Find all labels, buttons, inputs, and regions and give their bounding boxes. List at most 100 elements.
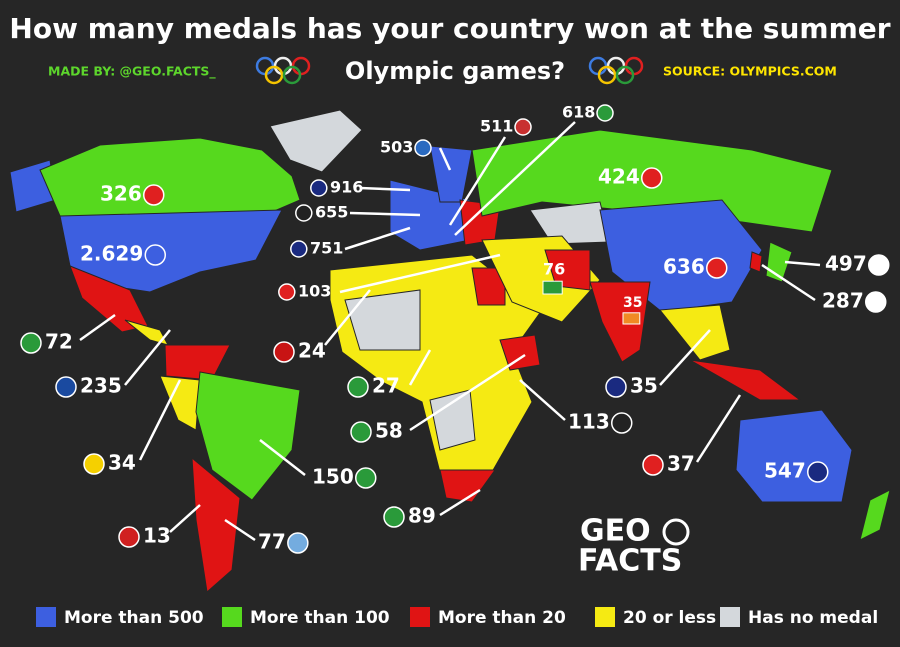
flag [414, 139, 432, 157]
country-value: 916 [330, 178, 363, 197]
legend-swatch [595, 607, 615, 627]
made-by: MADE BY: @GEO.FACTS_ [48, 64, 216, 80]
country-region [471, 267, 506, 306]
logo-facts: FACTS [578, 544, 682, 579]
country-value: 497 [825, 252, 867, 276]
country-region [429, 389, 476, 451]
country-value: 13 [143, 524, 171, 548]
country-region [69, 265, 149, 333]
title: How many medals has your country won at … [9, 12, 890, 45]
country-value: 326 [100, 182, 142, 206]
flag [596, 104, 614, 122]
leader-line [408, 349, 432, 386]
country-value: 503 [380, 138, 413, 157]
country-value: 150 [312, 465, 354, 489]
flag [118, 526, 140, 548]
leader-line [359, 186, 411, 192]
leader-line [344, 226, 411, 251]
ring [282, 65, 302, 85]
country-region [689, 359, 802, 401]
leader-line [409, 353, 526, 432]
flag [706, 257, 728, 279]
country-region [269, 109, 363, 173]
leader-line [439, 488, 481, 517]
leader-line [169, 504, 201, 533]
legend-label: More than 500 [64, 608, 204, 628]
country-value: 655 [315, 203, 348, 222]
country-value: 37 [667, 452, 695, 476]
country-value: 235 [80, 374, 122, 398]
leader-line [454, 121, 576, 236]
flag [865, 291, 887, 313]
flag [350, 421, 372, 443]
leader-line [438, 147, 452, 171]
country-value: 35 [630, 374, 658, 398]
flag [542, 280, 563, 295]
leader-line [339, 253, 501, 294]
flag [287, 532, 309, 554]
flag [144, 244, 167, 266]
flag [605, 376, 627, 398]
flag [807, 461, 829, 483]
leader-line [784, 260, 821, 267]
country-value: 24 [298, 339, 326, 363]
country-value: 424 [598, 165, 640, 189]
leader-line [79, 313, 116, 342]
source: SOURCE: OLYMPICS.COM [663, 64, 837, 79]
country-region [499, 334, 541, 371]
country-value: 27 [372, 374, 400, 398]
flag [20, 332, 42, 354]
country-region [859, 489, 891, 541]
flag [641, 167, 663, 189]
logo-globe [662, 518, 690, 546]
legend-swatch [720, 607, 740, 627]
legend-swatch [410, 607, 430, 627]
flag [622, 312, 641, 325]
country-region [439, 469, 496, 503]
leader-line [349, 211, 421, 217]
leader-line [259, 439, 306, 476]
leader-line [224, 518, 256, 542]
leader-line [124, 329, 171, 386]
country-value: 77 [258, 530, 286, 554]
country-value: 113 [568, 410, 610, 434]
legend-swatch [36, 607, 56, 627]
country-region [195, 371, 301, 501]
legend-swatch [222, 607, 242, 627]
country-value: 103 [298, 282, 331, 301]
olympic-rings [255, 56, 644, 85]
ring [615, 65, 635, 85]
flag [611, 412, 633, 434]
flag [868, 254, 890, 276]
flag [83, 453, 105, 475]
flag [278, 283, 296, 301]
country-value: 76 [543, 260, 565, 279]
flag [295, 204, 313, 222]
leader-line [138, 379, 182, 461]
country-value: 35 [623, 295, 642, 311]
leader-line [695, 394, 742, 463]
country-value: 58 [375, 419, 403, 443]
country-value: 751 [310, 239, 343, 258]
country-region [749, 251, 763, 273]
country-region [344, 289, 421, 351]
flag [55, 376, 77, 398]
country-value: 636 [663, 255, 705, 279]
country-region [159, 375, 201, 431]
legend: More than 500 More than 100 More than 20 20… [36, 607, 878, 628]
legend-label: More than 100 [250, 608, 390, 628]
flag [290, 240, 308, 258]
leader-line [324, 289, 371, 346]
legend-label: 20 or less [623, 608, 716, 628]
leader-lines [79, 121, 821, 542]
legend-label: Has no medal [748, 608, 878, 628]
title-line-2: Olympic games? [345, 57, 565, 85]
country-labels: 326 2.629 424 636 76 35 547 916 655 751 103 24 72 235… [20, 103, 890, 554]
flag [355, 467, 377, 489]
country-value: 2.629 [80, 242, 143, 266]
country-region [589, 281, 651, 363]
flag [383, 506, 405, 528]
country-region [544, 249, 591, 291]
